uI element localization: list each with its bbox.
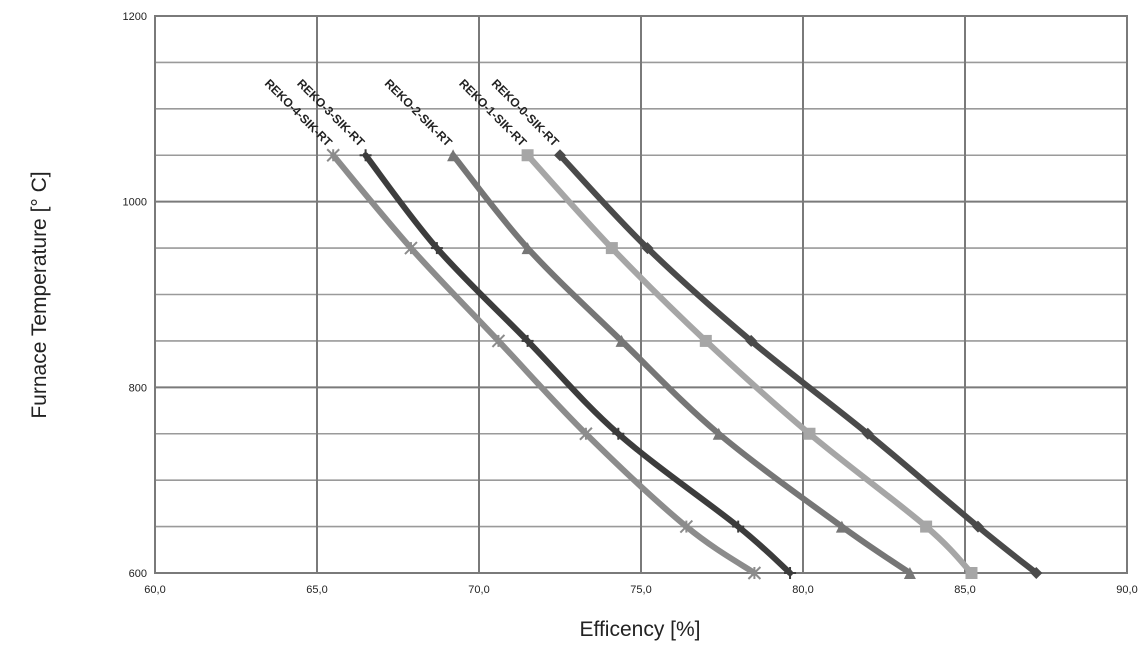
diamond-marker xyxy=(641,242,654,255)
diamond-marker xyxy=(554,149,566,162)
square-marker xyxy=(605,242,618,255)
diamond-marker xyxy=(1030,567,1043,579)
y-tick-label: 1000 xyxy=(123,197,147,209)
square-marker xyxy=(920,520,933,533)
x-tick-label: 70,0 xyxy=(468,584,489,596)
square-marker xyxy=(803,427,816,440)
x-tick-label: 75,0 xyxy=(630,584,651,596)
triangle-marker xyxy=(903,567,916,579)
y-tick-label: 800 xyxy=(129,382,147,394)
x-axis-title: Efficency [%] xyxy=(580,618,701,641)
triangle-marker xyxy=(615,334,628,347)
y-axis-title: Furnace Temperature [° C] xyxy=(28,171,51,418)
grid xyxy=(154,15,1128,574)
square-marker xyxy=(699,334,712,347)
diamond-marker xyxy=(861,427,874,440)
plot-frame xyxy=(154,15,1128,574)
series-line xyxy=(524,152,975,576)
y-tick-label: 600 xyxy=(129,568,147,580)
x-tick-label: 60,0 xyxy=(144,584,165,596)
series-lines xyxy=(330,152,1040,576)
series-label: REKO-2-SIK-RT xyxy=(382,76,456,150)
triangle-marker xyxy=(712,427,725,440)
series-line xyxy=(330,152,758,576)
tick-labels: 60,0 65,0 70,0 75,0 80,0 85,0 90,0 600 800 1000 12… xyxy=(123,11,1138,596)
y-tick-label: 1200 xyxy=(123,11,147,23)
triangle-marker xyxy=(521,242,534,255)
x-tick-label: 85,0 xyxy=(954,584,975,596)
square-marker xyxy=(521,149,534,162)
triangle-marker xyxy=(835,520,848,533)
square-marker xyxy=(965,567,978,579)
triangle-marker xyxy=(447,149,460,162)
diamond-marker xyxy=(745,334,758,347)
series-markers xyxy=(326,148,1043,580)
diamond-marker xyxy=(971,520,984,533)
x-tick-label: 80,0 xyxy=(792,584,813,596)
series-labels: REKO-0-SIK-RTREKO-1-SIK-RTREKO-2-SIK-RTR… xyxy=(262,76,562,150)
x-tick-label: 90,0 xyxy=(1116,584,1137,596)
x-tick-label: 65,0 xyxy=(306,584,327,596)
